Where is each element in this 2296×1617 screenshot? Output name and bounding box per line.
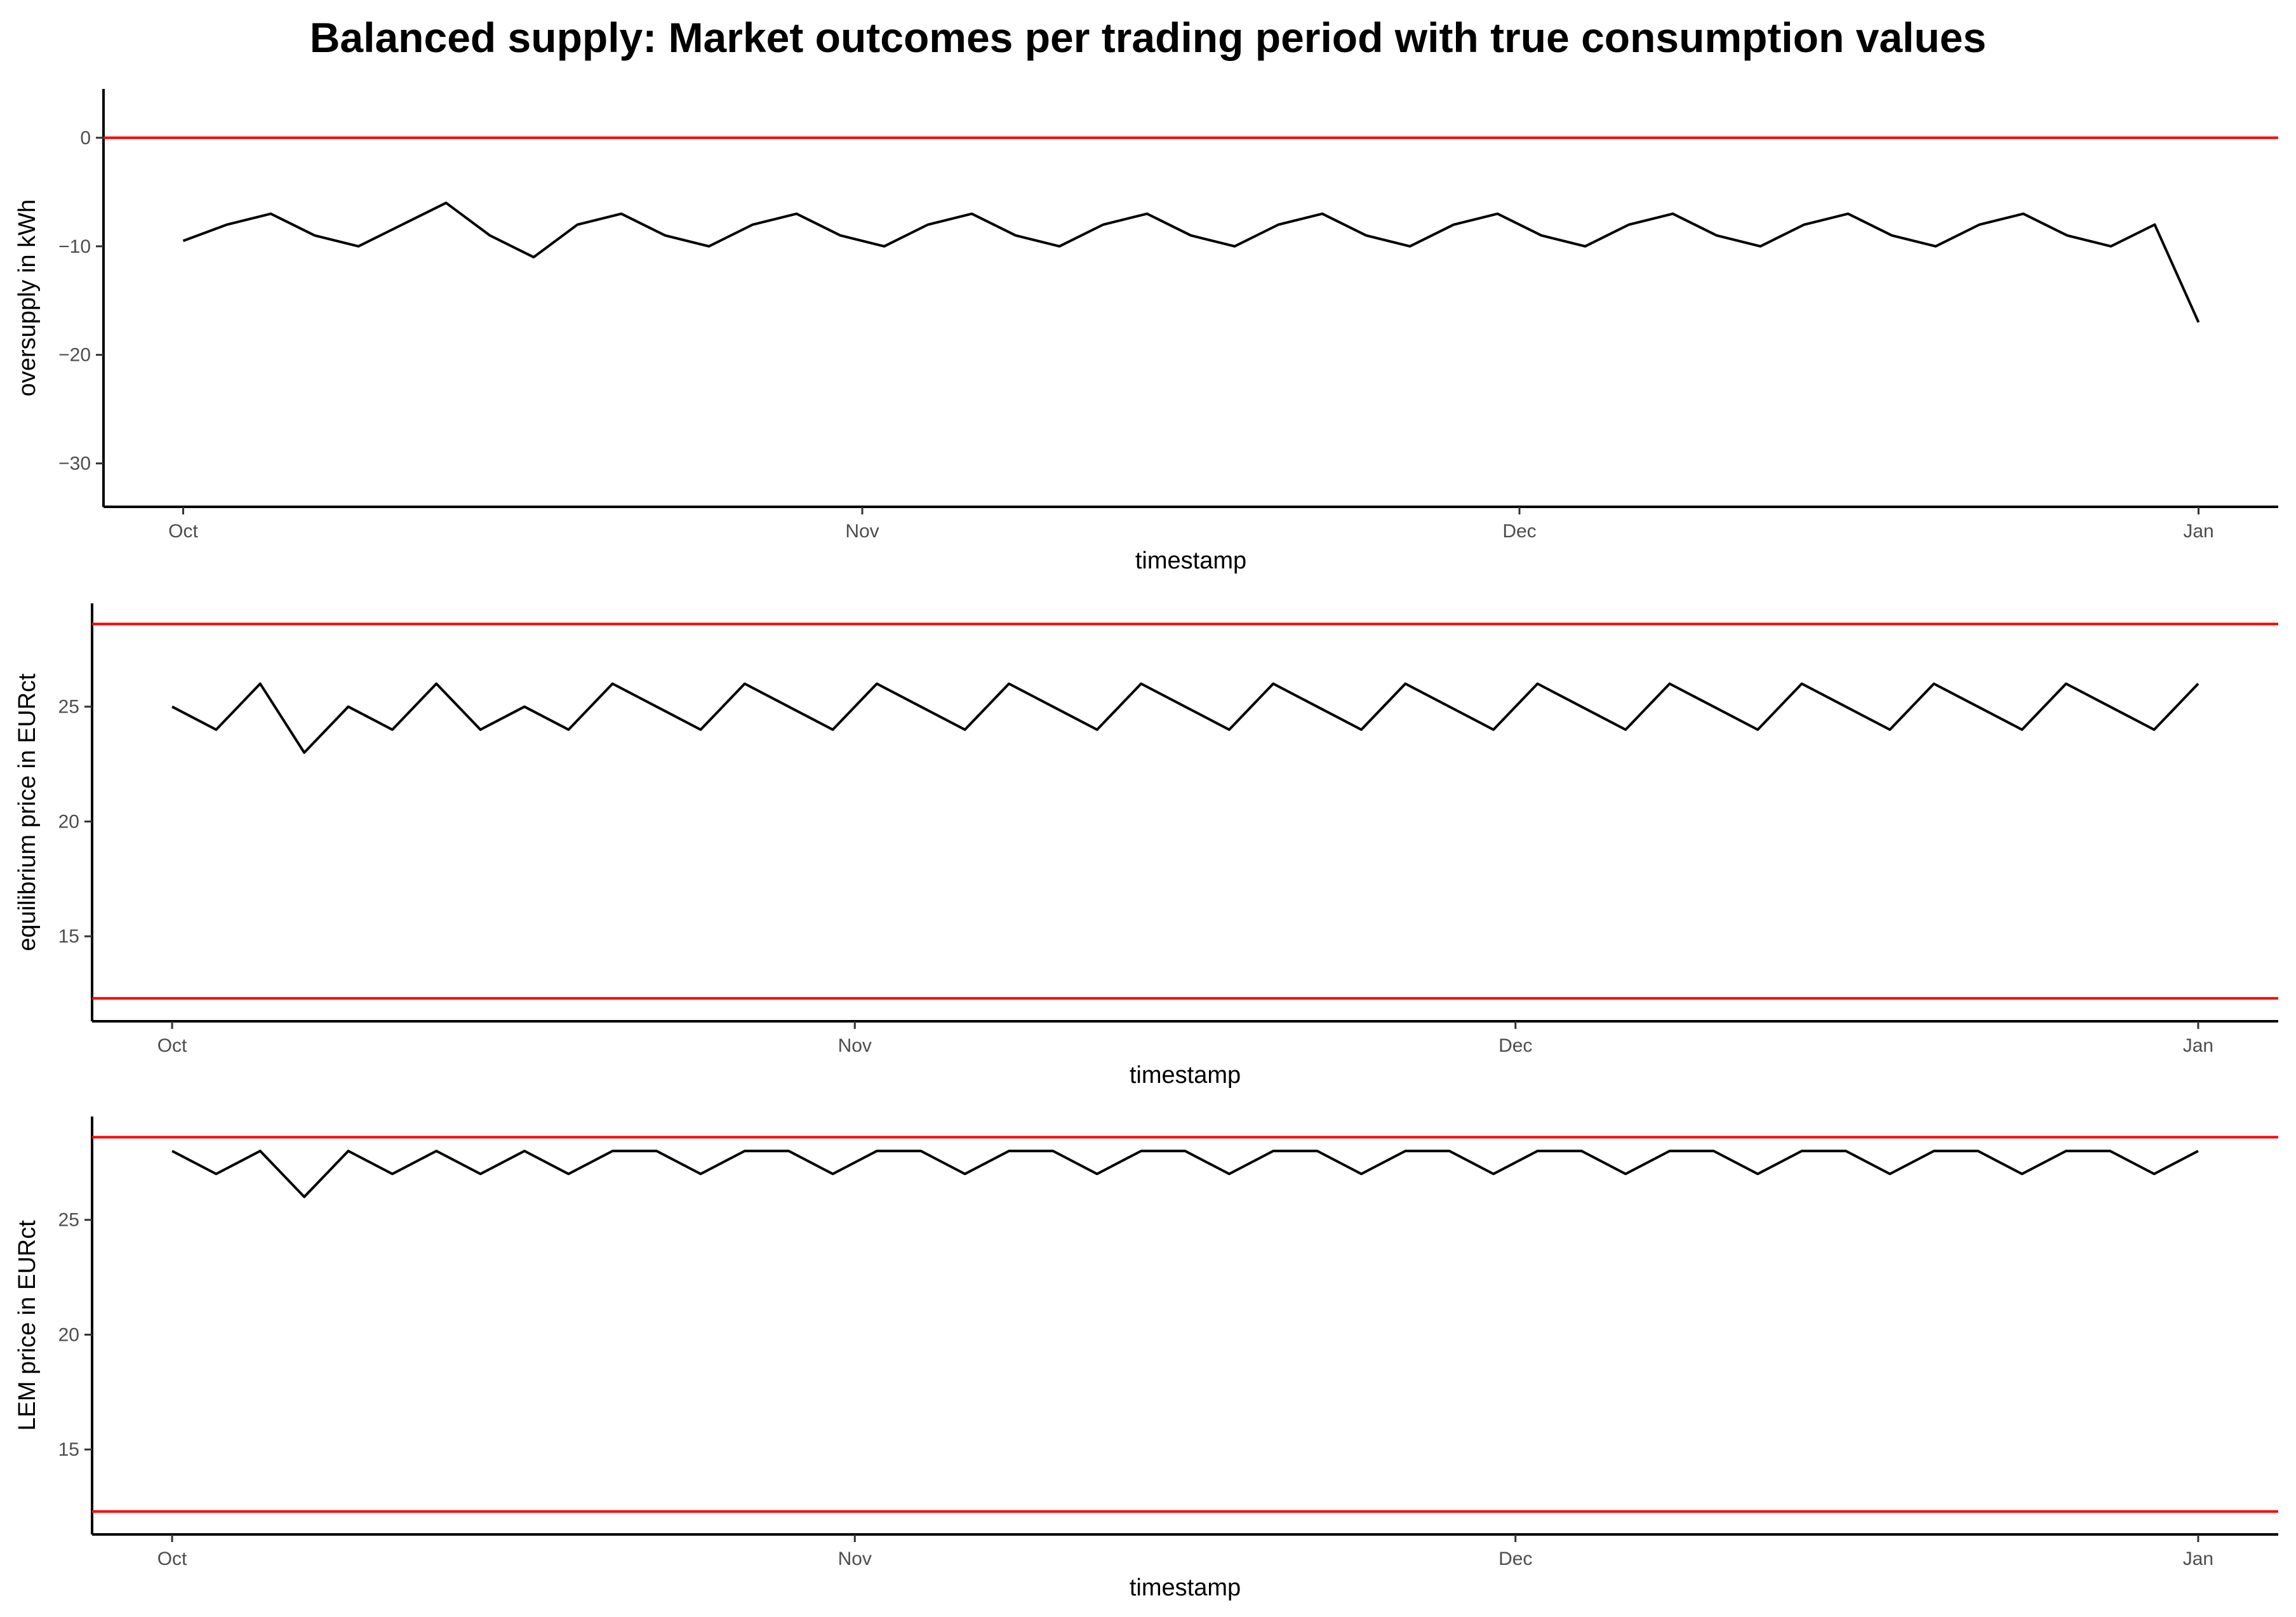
- x-tick-label: Nov: [838, 1035, 872, 1056]
- x-tick-label: Dec: [1498, 1548, 1532, 1569]
- y-tick-label: 20: [58, 811, 79, 832]
- x-tick-label: Jan: [2183, 1035, 2213, 1056]
- panel-3: 15 20 25 Oct Nov Dec Jan timestamp LEM price in …: [14, 1117, 2278, 1601]
- figure-title: Balanced supply: Market outcomes per tra…: [310, 14, 1986, 61]
- x-tick-label: Dec: [1498, 1035, 1532, 1056]
- series-line: [184, 203, 2199, 322]
- x-tick-label: Jan: [2183, 521, 2213, 542]
- x-tick-label: Jan: [2183, 1548, 2213, 1569]
- y-tick-label: 25: [58, 697, 79, 718]
- x-tick-label: Oct: [157, 1548, 187, 1569]
- y-tick-label: 20: [58, 1324, 79, 1345]
- x-axis-title: timestamp: [1135, 547, 1246, 574]
- series-line: [172, 684, 2198, 753]
- y-tick-label: 25: [58, 1210, 79, 1231]
- y-tick-label: 15: [58, 1439, 79, 1460]
- y-tick-label: 0: [80, 128, 91, 149]
- y-tick-label: 15: [58, 926, 79, 947]
- x-tick-label: Oct: [157, 1035, 187, 1056]
- y-tick-label: −20: [58, 345, 91, 366]
- x-tick-label: Dec: [1502, 521, 1536, 542]
- panels: 0 −10 −20 −30 Oct Nov Dec Jan timestamp oversuppl…: [14, 89, 2278, 1601]
- y-axis-title: equilibrium price in EURct: [14, 673, 41, 951]
- series-line: [172, 1151, 2198, 1197]
- y-tick-label: −10: [58, 236, 91, 257]
- y-tick-label: −30: [58, 453, 91, 474]
- y-axis-title: oversupply in kWh: [14, 199, 41, 396]
- x-tick-label: Nov: [845, 521, 879, 542]
- panel-2: 15 20 25 Oct Nov Dec Jan timestamp equilibrium p…: [14, 603, 2278, 1089]
- panel-1: 0 −10 −20 −30 Oct Nov Dec Jan timestamp oversuppl…: [14, 89, 2278, 574]
- x-tick-label: Oct: [168, 521, 198, 542]
- x-axis-title: timestamp: [1130, 1062, 1241, 1089]
- x-tick-label: Nov: [838, 1548, 872, 1569]
- x-axis-title: timestamp: [1130, 1574, 1241, 1601]
- y-axis-title: LEM price in EURct: [14, 1220, 41, 1431]
